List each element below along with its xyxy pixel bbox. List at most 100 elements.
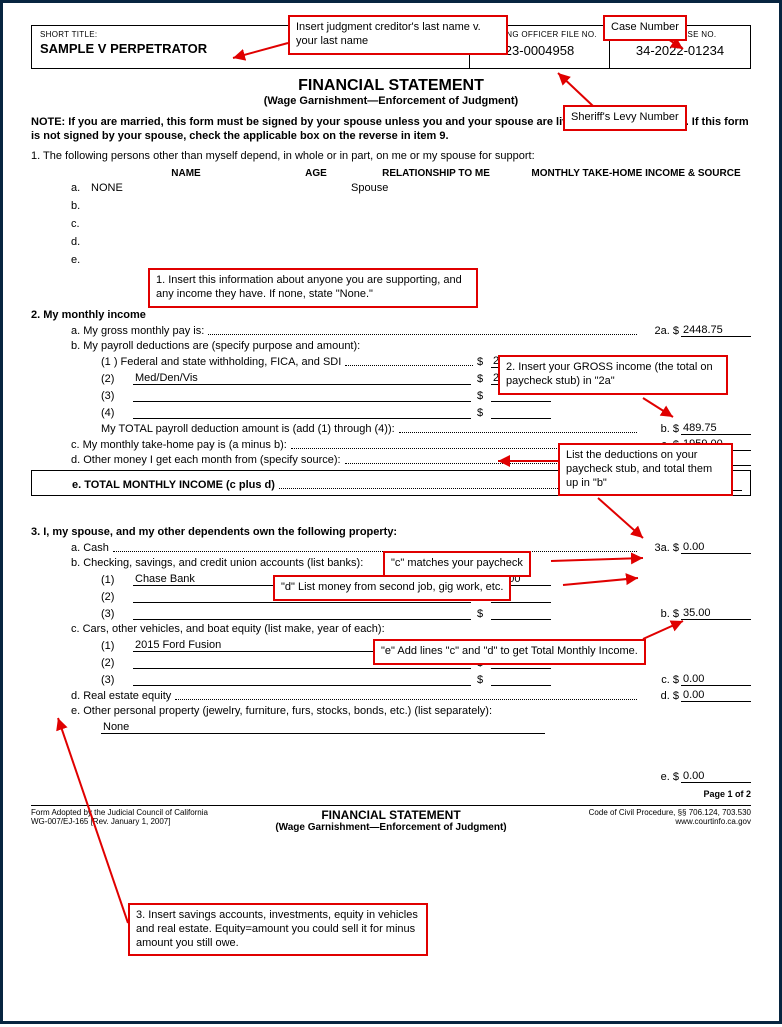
lbl-3d: d. Real estate equity <box>71 690 171 702</box>
lbl-2c: c. My monthly take-home pay is (a minus … <box>71 439 287 451</box>
annot-creditor: Insert judgment creditor's last name v. … <box>288 15 508 55</box>
row-2b4: (4) $ <box>31 405 751 419</box>
row-2a: a. My gross monthly pay is: 2a. $ 2448.7… <box>31 324 751 337</box>
lbl-2a: a. My gross monthly pay is: <box>71 325 204 337</box>
name-2b3 <box>133 388 471 402</box>
annot-c: "c" matches your paycheck <box>383 551 531 577</box>
lbl-2e: e. TOTAL MONTHLY INCOME (c plus d) <box>72 479 275 491</box>
val-3c2 <box>491 668 551 669</box>
name-2b2: Med/Den/Vis <box>133 371 471 385</box>
row-3d: d. Real estate equity d. $ 0.00 <box>31 689 751 702</box>
annot-3: 3. Insert savings accounts, investments,… <box>128 903 428 956</box>
annot-1: 1. Insert this information about anyone … <box>148 268 478 308</box>
row-2b-total: My TOTAL payroll deduction amount is (ad… <box>31 422 751 435</box>
dep-row-a: a. NONE Spouse <box>31 179 751 197</box>
num-3c3: (3) <box>101 674 127 686</box>
footer-right-2: www.courtinfo.ca.gov <box>571 817 751 826</box>
name-3e-text: None <box>103 721 129 733</box>
lbl-2b: b. My payroll deductions are (specify pu… <box>71 340 360 352</box>
num-2b4: (4) <box>101 407 127 419</box>
num-3b3: (3) <box>101 608 127 620</box>
num-3c1: (1) <box>101 640 127 652</box>
val-2b3 <box>491 401 551 402</box>
num-3c2: (2) <box>101 657 127 669</box>
row-3e-head: e. Other personal property (jewelry, fur… <box>31 705 751 717</box>
lbl-3c: c. Cars, other vehicles, and boat equity… <box>71 623 385 635</box>
page: SHORT TITLE: SAMPLE V PERPETRATOR LEVYIN… <box>0 0 782 1024</box>
annot-d: "d" List money from second job, gig work… <box>273 575 511 601</box>
page-tag: Page 1 of 2 <box>31 789 751 799</box>
dep-row-c: c. <box>31 215 751 233</box>
annot-e: "e" Add lines "c" and "d" to get Total M… <box>373 639 646 665</box>
name-3e: None <box>101 720 545 734</box>
val-3b-total: 35.00 <box>681 607 751 620</box>
lbl-2b-total: My TOTAL payroll deduction amount is (ad… <box>101 423 395 435</box>
sec1-intro: 1. The following persons other than myse… <box>31 150 751 162</box>
annot-2: 2. Insert your GROSS income (the total o… <box>498 355 728 395</box>
val-2b-total: 489.75 <box>681 422 751 435</box>
row-3b3: (3) $ b. $ 35.00 <box>31 606 751 620</box>
val-3b2 <box>491 602 551 603</box>
tag-3c: c. $ <box>641 674 681 686</box>
dep-letter: c. <box>71 218 91 230</box>
doc-title: FINANCIAL STATEMENT <box>31 77 751 95</box>
dep-row-d: d. <box>31 233 751 251</box>
tag-3e: e. $ <box>641 771 681 783</box>
lbl-3b: b. Checking, savings, and credit union a… <box>71 557 363 569</box>
row-3e-name: None <box>31 720 751 734</box>
num-2b3: (3) <box>101 390 127 402</box>
annot-casenum: Case Number <box>603 15 687 41</box>
num-3b1: (1) <box>101 574 127 586</box>
val-3c-total: 0.00 <box>681 673 751 686</box>
court-value: 34-2022-01234 <box>616 39 744 58</box>
dep-letter: e. <box>71 254 91 266</box>
tag-3b: b. $ <box>641 608 681 620</box>
lbl-3a: a. Cash <box>71 542 109 554</box>
tag-2a: 2a. $ <box>641 325 681 337</box>
tag-3a: 3a. $ <box>641 542 681 554</box>
lbl-2b1: (1 ) Federal and state withholding, FICA… <box>101 356 341 368</box>
tag-2b: b. $ <box>641 423 681 435</box>
footer-title: FINANCIAL STATEMENT <box>211 808 571 822</box>
col-age: AGE <box>281 168 351 179</box>
annot-ded: List the deductions on your paycheck stu… <box>558 443 733 496</box>
dep-row-b: b. <box>31 197 751 215</box>
val-3e: 0.00 <box>681 770 751 783</box>
name-3c1-text: 2015 Ford Fusion <box>135 639 221 651</box>
lbl-2d: d. Other money I get each month from (sp… <box>71 454 341 466</box>
row-3c-head: c. Cars, other vehicles, and boat equity… <box>31 623 751 635</box>
val-3d: 0.00 <box>681 689 751 702</box>
lbl-3e: e. Other personal property (jewelry, fur… <box>71 705 492 717</box>
val-2b4 <box>491 418 551 419</box>
sec3-heading: 3. I, my spouse, and my other dependents… <box>31 526 751 538</box>
dep-name-a: NONE <box>91 182 281 194</box>
row-3e-total: e. $ 0.00 <box>31 770 751 783</box>
name-2b4 <box>133 405 471 419</box>
col-income: MONTHLY TAKE-HOME INCOME & SOURCE <box>521 168 751 179</box>
sec2-heading: 2. My monthly income <box>31 309 751 321</box>
dep-rel-a: Spouse <box>351 182 388 194</box>
footer: Form Adopted by the Judicial Council of … <box>31 808 751 833</box>
col-relationship: RELATIONSHIP TO ME <box>351 168 521 179</box>
dep-letter: a. <box>71 182 91 194</box>
num-2b2: (2) <box>101 373 127 385</box>
footer-right-1: Code of Civil Procedure, §§ 706.124, 703… <box>571 808 751 817</box>
footer-sub: (Wage Garnishment—Enforcement of Judgmen… <box>211 822 571 833</box>
footer-left-1: Form Adopted by the Judicial Council of … <box>31 808 211 817</box>
footer-left-2: WG-007/EJ-165 [Rev. January 1, 2007] <box>31 817 211 826</box>
annot-sheriff: Sheriff's Levy Number <box>563 105 687 131</box>
dep-letter: d. <box>71 236 91 248</box>
num-3b2: (2) <box>101 591 127 603</box>
name-2b2-text: Med/Den/Vis <box>135 372 198 384</box>
footer-left: Form Adopted by the Judicial Council of … <box>31 808 211 833</box>
name-3c3 <box>133 672 471 686</box>
val-3b3 <box>491 619 551 620</box>
val-3c3 <box>491 685 551 686</box>
name-3b3 <box>133 606 471 620</box>
dep-col-headers: NAME AGE RELATIONSHIP TO ME MONTHLY TAKE… <box>31 168 751 179</box>
footer-right: Code of Civil Procedure, §§ 706.124, 703… <box>571 808 751 833</box>
col-name: NAME <box>91 168 281 179</box>
dep-row-e: e. <box>31 251 751 269</box>
footer-center: FINANCIAL STATEMENT (Wage Garnishment—En… <box>211 808 571 833</box>
row-3c3: (3) $ c. $ 0.00 <box>31 672 751 686</box>
